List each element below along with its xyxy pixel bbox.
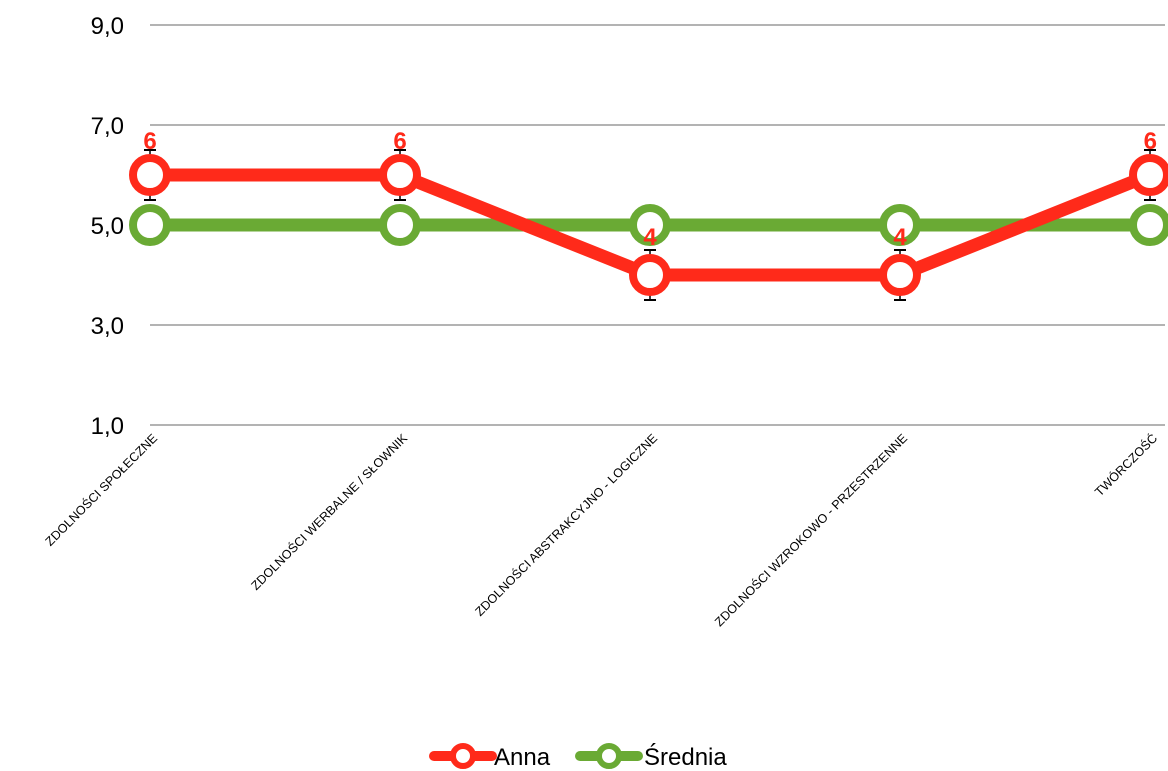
y-tick-label: 3,0 [91, 313, 124, 340]
data-point-srednia [1129, 204, 1168, 246]
x-tick-label: ZDOLNOŚCI ABSTRAKCYJNO - LOGICZNE [472, 431, 660, 619]
legend-marker-anna [450, 743, 476, 769]
data-point-srednia [629, 204, 671, 246]
y-tick-label: 7,0 [91, 113, 124, 140]
data-label: 4 [893, 224, 907, 251]
x-tick-label: TWÓRCZOŚĆ [1092, 431, 1161, 500]
y-tick-label: 1,0 [91, 413, 124, 440]
data-label: 6 [393, 128, 406, 155]
x-tick-label: ZDOLNOŚCI SPOŁECZNE [42, 431, 160, 549]
data-label: 4 [643, 224, 657, 251]
data-point-anna [879, 254, 921, 296]
data-label: 6 [1144, 128, 1157, 155]
data-label: 6 [143, 128, 156, 155]
data-point-anna [129, 154, 171, 196]
data-labels: 6 6 4 4 6 [143, 128, 1157, 251]
x-tick-label: ZDOLNOŚCI WZROKOWO - PRZESTRZENNE [711, 431, 910, 630]
y-tick-label: 9,0 [91, 13, 124, 40]
series-markers [129, 154, 1168, 296]
x-axis-ticks: ZDOLNOŚCI SPOŁECZNE ZDOLNOŚCI WERBALNE / … [42, 430, 1160, 629]
legend: Anna Średnia [429, 743, 727, 771]
y-axis-ticks: 1,0 3,0 5,0 7,0 9,0 [91, 13, 124, 440]
legend-label-srednia: Średnia [644, 743, 727, 771]
data-point-anna [1129, 154, 1168, 196]
legend-marker-srednia [596, 743, 622, 769]
data-point-srednia [129, 204, 171, 246]
data-point-anna [379, 154, 421, 196]
legend-label-anna: Anna [494, 744, 551, 771]
data-point-anna [629, 254, 671, 296]
data-point-srednia [379, 204, 421, 246]
x-tick-label: ZDOLNOŚCI WERBALNE / SŁOWNIK [248, 430, 411, 593]
y-tick-label: 5,0 [91, 213, 124, 240]
data-point-srednia [879, 204, 921, 246]
